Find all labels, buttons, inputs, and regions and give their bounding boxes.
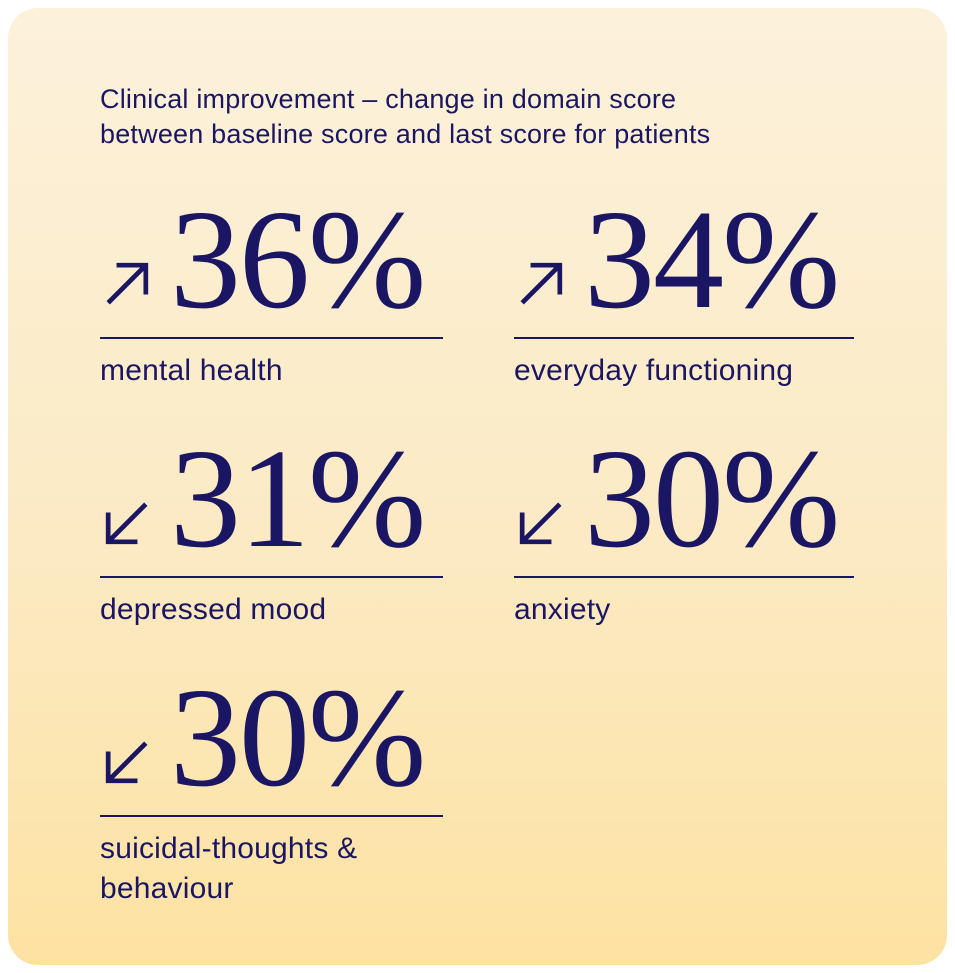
stat-underline	[100, 336, 443, 339]
card-title: Clinical improvement – change in domain …	[100, 82, 877, 152]
stat-underline	[100, 814, 443, 817]
stat-label: everyday functioning	[514, 353, 794, 387]
arrow-down-left-icon	[105, 741, 148, 783]
stat-label: mental health	[100, 353, 283, 387]
stat-value-row: 30%	[514, 418, 854, 577]
card-title-line-2: between baseline score and last score fo…	[100, 118, 711, 149]
stat-label: depressed mood	[100, 592, 327, 626]
stat-value: 36%	[170, 179, 426, 338]
stat-value-row: 34%	[514, 179, 854, 338]
stats-grid: 36% mental health 34% everyday functioni…	[100, 179, 877, 909]
stat-block: 36% mental health	[100, 179, 443, 391]
page: { "card": { "title_line1": "Clinical imp…	[0, 8, 955, 973]
arrow-up-right-icon	[106, 262, 149, 305]
arrow-down-left-icon	[105, 502, 148, 544]
stat-block: 31% depressed mood	[100, 418, 443, 630]
stats-card: Clinical improvement – change in domain …	[8, 8, 947, 965]
stat-value: 34%	[584, 179, 840, 338]
stat-value-row: 36%	[100, 179, 443, 338]
stat-value: 31%	[170, 418, 426, 577]
stat-block: 30% anxiety	[514, 418, 854, 630]
stat-underline	[100, 575, 443, 578]
card-title-line-1: Clinical improvement – change in domain …	[100, 84, 677, 114]
stat-value-row: 30%	[100, 657, 443, 816]
stat-value: 30%	[170, 657, 426, 816]
arrow-down-left-icon	[519, 502, 562, 544]
stat-label: anxiety	[514, 592, 611, 626]
stat-block: 30% suicidal-thoughts & behaviour	[100, 657, 443, 909]
stat-underline	[514, 575, 854, 578]
arrow-up-right-icon	[520, 262, 563, 305]
stat-underline	[514, 336, 854, 339]
stat-block: 34% everyday functioning	[514, 179, 854, 391]
stat-value-row: 31%	[100, 418, 443, 577]
stat-value: 30%	[584, 418, 840, 577]
stat-label: suicidal-thoughts & behaviour	[100, 831, 358, 905]
